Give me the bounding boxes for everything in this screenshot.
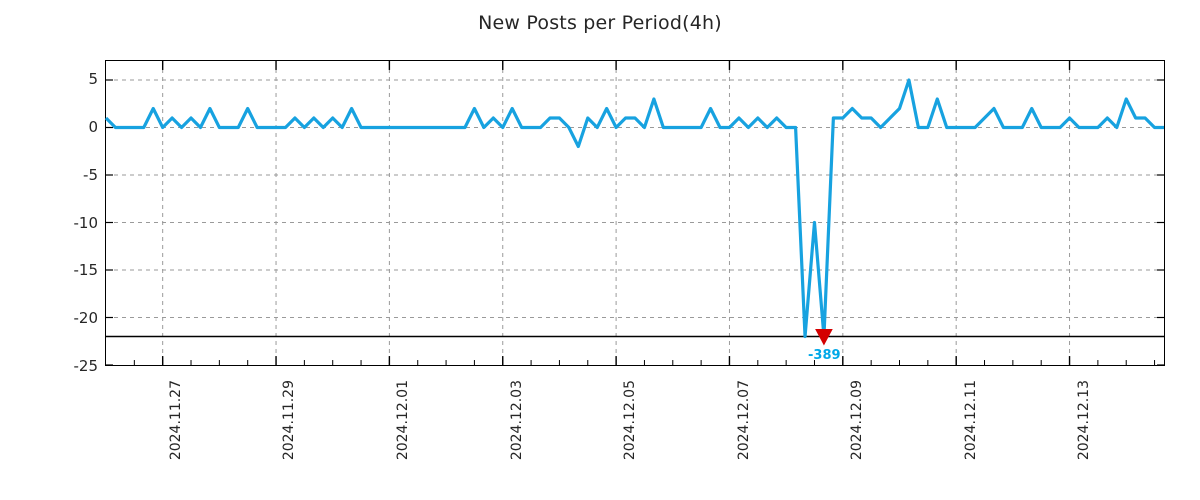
x-tick-label: 2024.12.07 [735,380,752,461]
y-tick-label: 5 [88,70,98,89]
x-tick-label: 2024.12.01 [394,380,411,461]
y-tick-label: 0 [88,117,98,136]
x-tick-label: 2024.12.03 [508,380,525,461]
annotation-marker-layer [815,329,833,346]
y-tick-label: -10 [73,213,99,232]
x-tick-label: 2024.11.27 [167,380,184,461]
x-tick-label: 2024.12.05 [622,380,639,461]
x-tick-label: 2024.12.09 [849,380,866,461]
x-tick-label: 2024.12.11 [962,380,979,461]
series-line-new-posts [106,61,1164,365]
y-tick-label: -5 [83,165,98,184]
y-tick-label: -15 [73,261,99,280]
x-tick-label: 2024.12.13 [1076,380,1093,461]
chart-title: New Posts per Period(4h) [478,12,722,34]
axis-ticks [106,61,1164,365]
x-tick-label: 2024.11.29 [281,380,298,461]
y-tick-label: -20 [73,309,99,328]
plot-area [105,60,1165,366]
annotation-value-label: -389 [808,348,841,364]
y-tick-label: -25 [73,357,99,375]
